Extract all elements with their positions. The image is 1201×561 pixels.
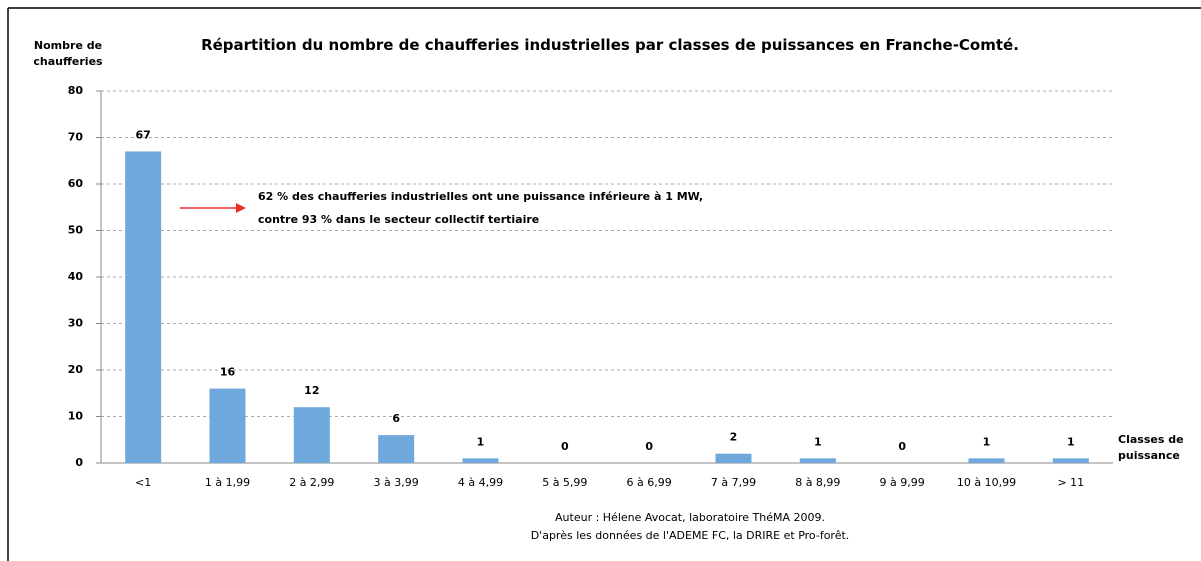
x-tick-label: 4 à 4,99 xyxy=(458,476,503,489)
y-tick-label: 50 xyxy=(68,224,84,237)
annotation-arrowhead xyxy=(236,203,246,213)
bar xyxy=(799,458,836,463)
x-tick-label: <1 xyxy=(135,476,151,489)
bar xyxy=(378,435,415,463)
y-tick-label: 60 xyxy=(68,177,84,190)
annotation: contre 93 % dans le secteur collectif te… xyxy=(258,213,539,226)
x-tick-label: 1 à 1,99 xyxy=(205,476,250,489)
x-tick-label: 5 à 5,99 xyxy=(542,476,587,489)
value-label: 1 xyxy=(477,435,485,448)
value-label: 6 xyxy=(392,412,400,425)
y-axis-label: Nombre de chaufferies xyxy=(33,39,103,68)
bar xyxy=(462,458,499,463)
x-tick-label: 3 à 3,99 xyxy=(374,476,419,489)
x-tick-label: > 11 xyxy=(1057,476,1084,489)
value-label: 1 xyxy=(814,435,822,448)
value-label: 16 xyxy=(220,366,236,379)
x-tick-label: 7 à 7,99 xyxy=(711,476,756,489)
bar xyxy=(209,388,246,463)
y-tick-label: 80 xyxy=(68,84,84,97)
bar xyxy=(1052,458,1089,463)
bar xyxy=(968,458,1005,463)
value-label: 1 xyxy=(1067,435,1075,448)
value-label: 0 xyxy=(898,440,906,453)
chart-title: Répartition du nombre de chaufferies ind… xyxy=(201,36,1019,54)
y-tick-label: 30 xyxy=(68,317,84,330)
y-tick-label: 0 xyxy=(75,456,83,469)
source-note: Auteur : Hélene Avocat, laboratoire ThéM… xyxy=(555,511,825,524)
x-tick-label: 9 à 9,99 xyxy=(880,476,925,489)
bar xyxy=(715,453,752,463)
y-tick-label: 10 xyxy=(68,410,84,423)
y-tick-label: 20 xyxy=(68,363,84,376)
source-note: D'après les données de l'ADEME FC, la DR… xyxy=(531,529,850,542)
y-tick-label: 40 xyxy=(68,270,84,283)
x-tick-label: 2 à 2,99 xyxy=(289,476,334,489)
annotation: 62 % des chaufferies industrielles ont u… xyxy=(258,190,703,203)
x-tick-label: 6 à 6,99 xyxy=(627,476,672,489)
value-label: 2 xyxy=(730,431,738,444)
x-axis-label: Classes de puissance xyxy=(1118,433,1184,462)
bar xyxy=(293,407,330,463)
value-label: 1 xyxy=(983,435,991,448)
value-label: 67 xyxy=(136,128,151,141)
value-label: 0 xyxy=(561,440,569,453)
x-tick-label: 8 à 8,99 xyxy=(795,476,840,489)
x-tick-label: 10 à 10,99 xyxy=(957,476,1016,489)
value-label: 0 xyxy=(645,440,653,453)
value-label: 12 xyxy=(304,384,319,397)
y-tick-label: 70 xyxy=(68,131,84,144)
bar xyxy=(125,151,162,463)
